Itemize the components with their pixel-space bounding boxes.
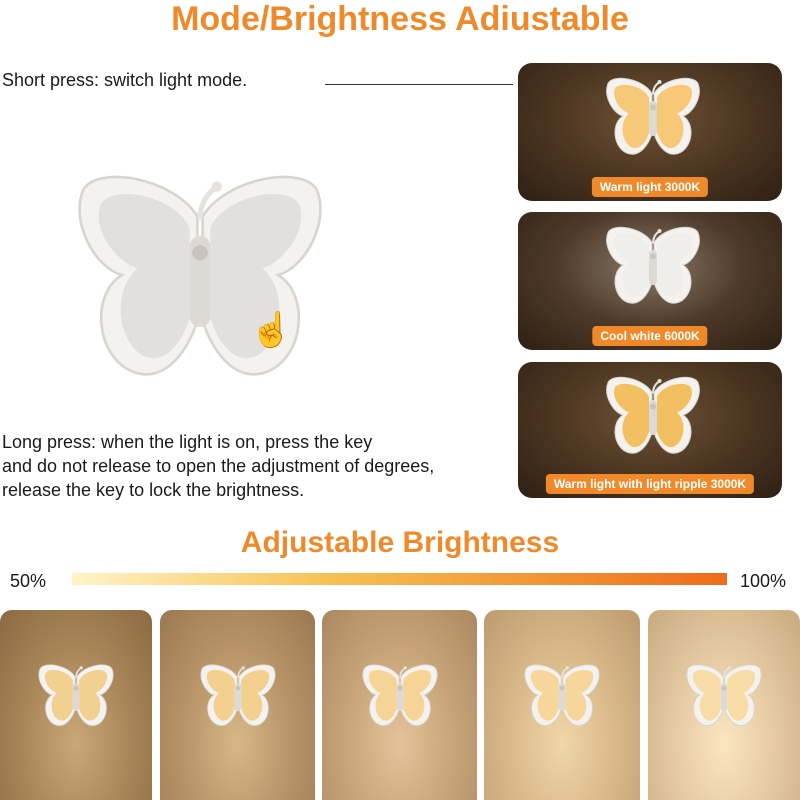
brightness-panel-100 [648, 610, 800, 800]
brightness-panel-75 [322, 610, 477, 800]
mode-panel-cool: Cool white 6000K [518, 212, 782, 350]
butterfly-light-product: ☝ [70, 140, 330, 410]
long-press-text: Long press: when the light is on, press … [2, 430, 434, 502]
min-brightness-label: 50% [10, 571, 47, 591]
page-title: Mode/Brightness Adiustable [171, 0, 629, 38]
brightness-panel-50 [0, 610, 152, 800]
short-press-text: Short press: switch light mode. [2, 70, 248, 90]
connector-line [325, 84, 513, 85]
brightness-panel-62 [160, 610, 315, 800]
mode-label: Cool white 6000K [592, 326, 708, 346]
long-press-line: Long press: when the light is on, press … [2, 432, 373, 452]
brightness-gradient-bar [72, 573, 727, 585]
brightness-title: Adjustable Brightness [240, 526, 560, 559]
long-press-line: and do not release to open the adjustmen… [2, 456, 435, 476]
mode-panel-warm: Warm light 3000K [518, 63, 782, 201]
mode-label: Warm light with light ripple 3000K [545, 474, 755, 494]
mode-panel-ripple: Warm light with light ripple 3000K [518, 362, 782, 498]
mode-label: Warm light 3000K [591, 177, 709, 197]
long-press-line: release the key to lock the brightness. [2, 480, 305, 500]
hand-press-icon: ☝ [250, 311, 293, 349]
brightness-panel-87 [484, 610, 640, 800]
max-brightness-label: 100% [740, 571, 787, 591]
